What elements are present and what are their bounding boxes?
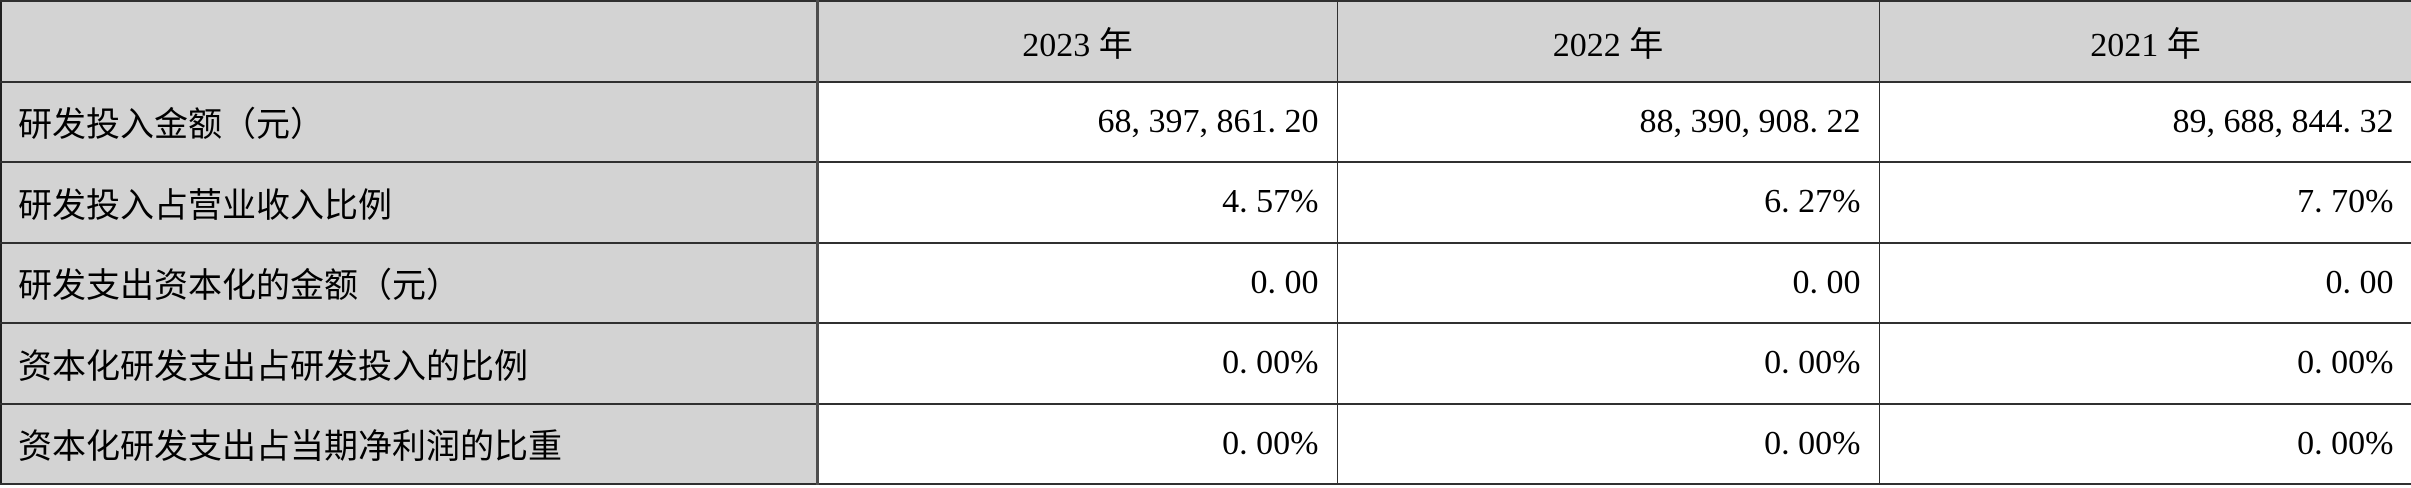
value-cell: 0. 00 (1336, 241, 1880, 324)
value-cell: 0. 00% (1336, 402, 1880, 485)
table-row: 资本化研发支出占当期净利润的比重 0. 00% 0. 00% 0. 00% (0, 402, 2411, 485)
row-label-capitalized-netprofit-ratio: 资本化研发支出占当期净利润的比重 (0, 402, 819, 485)
column-header-2023: 2023 年 (816, 0, 1338, 83)
value-cell: 0. 00% (1336, 322, 1880, 405)
corner-cell (0, 0, 819, 83)
value-cell: 88, 390, 908. 22 (1336, 80, 1880, 163)
value-cell: 4. 57% (816, 161, 1338, 244)
table-row: 研发投入占营业收入比例 4. 57% 6. 27% 7. 70% (0, 161, 2411, 244)
value-cell: 0. 00 (1878, 241, 2411, 324)
value-cell: 89, 688, 844. 32 (1878, 80, 2411, 163)
value-cell: 6. 27% (1336, 161, 1880, 244)
row-label-rd-revenue-ratio: 研发投入占营业收入比例 (0, 161, 819, 244)
value-cell: 68, 397, 861. 20 (816, 80, 1338, 163)
value-cell: 0. 00% (1878, 402, 2411, 485)
table-row: 研发支出资本化的金额（元） 0. 00 0. 00 0. 00 (0, 241, 2411, 324)
row-label-capitalized-amount: 研发支出资本化的金额（元） (0, 241, 819, 324)
value-cell: 0. 00% (816, 402, 1338, 485)
value-cell: 0. 00% (1878, 322, 2411, 405)
table-row: 研发投入金额（元） 68, 397, 861. 20 88, 390, 908.… (0, 80, 2411, 163)
value-cell: 0. 00 (816, 241, 1338, 324)
row-label-capitalized-rd-ratio: 资本化研发支出占研发投入的比例 (0, 322, 819, 405)
table-header-row: 2023 年 2022 年 2021 年 (0, 0, 2411, 83)
column-header-2022: 2022 年 (1336, 0, 1880, 83)
value-cell: 7. 70% (1878, 161, 2411, 244)
value-cell: 0. 00% (816, 322, 1338, 405)
row-label-rd-amount: 研发投入金额（元） (0, 80, 819, 163)
table-row: 资本化研发支出占研发投入的比例 0. 00% 0. 00% 0. 00% (0, 322, 2411, 405)
column-header-2021: 2021 年 (1878, 0, 2411, 83)
